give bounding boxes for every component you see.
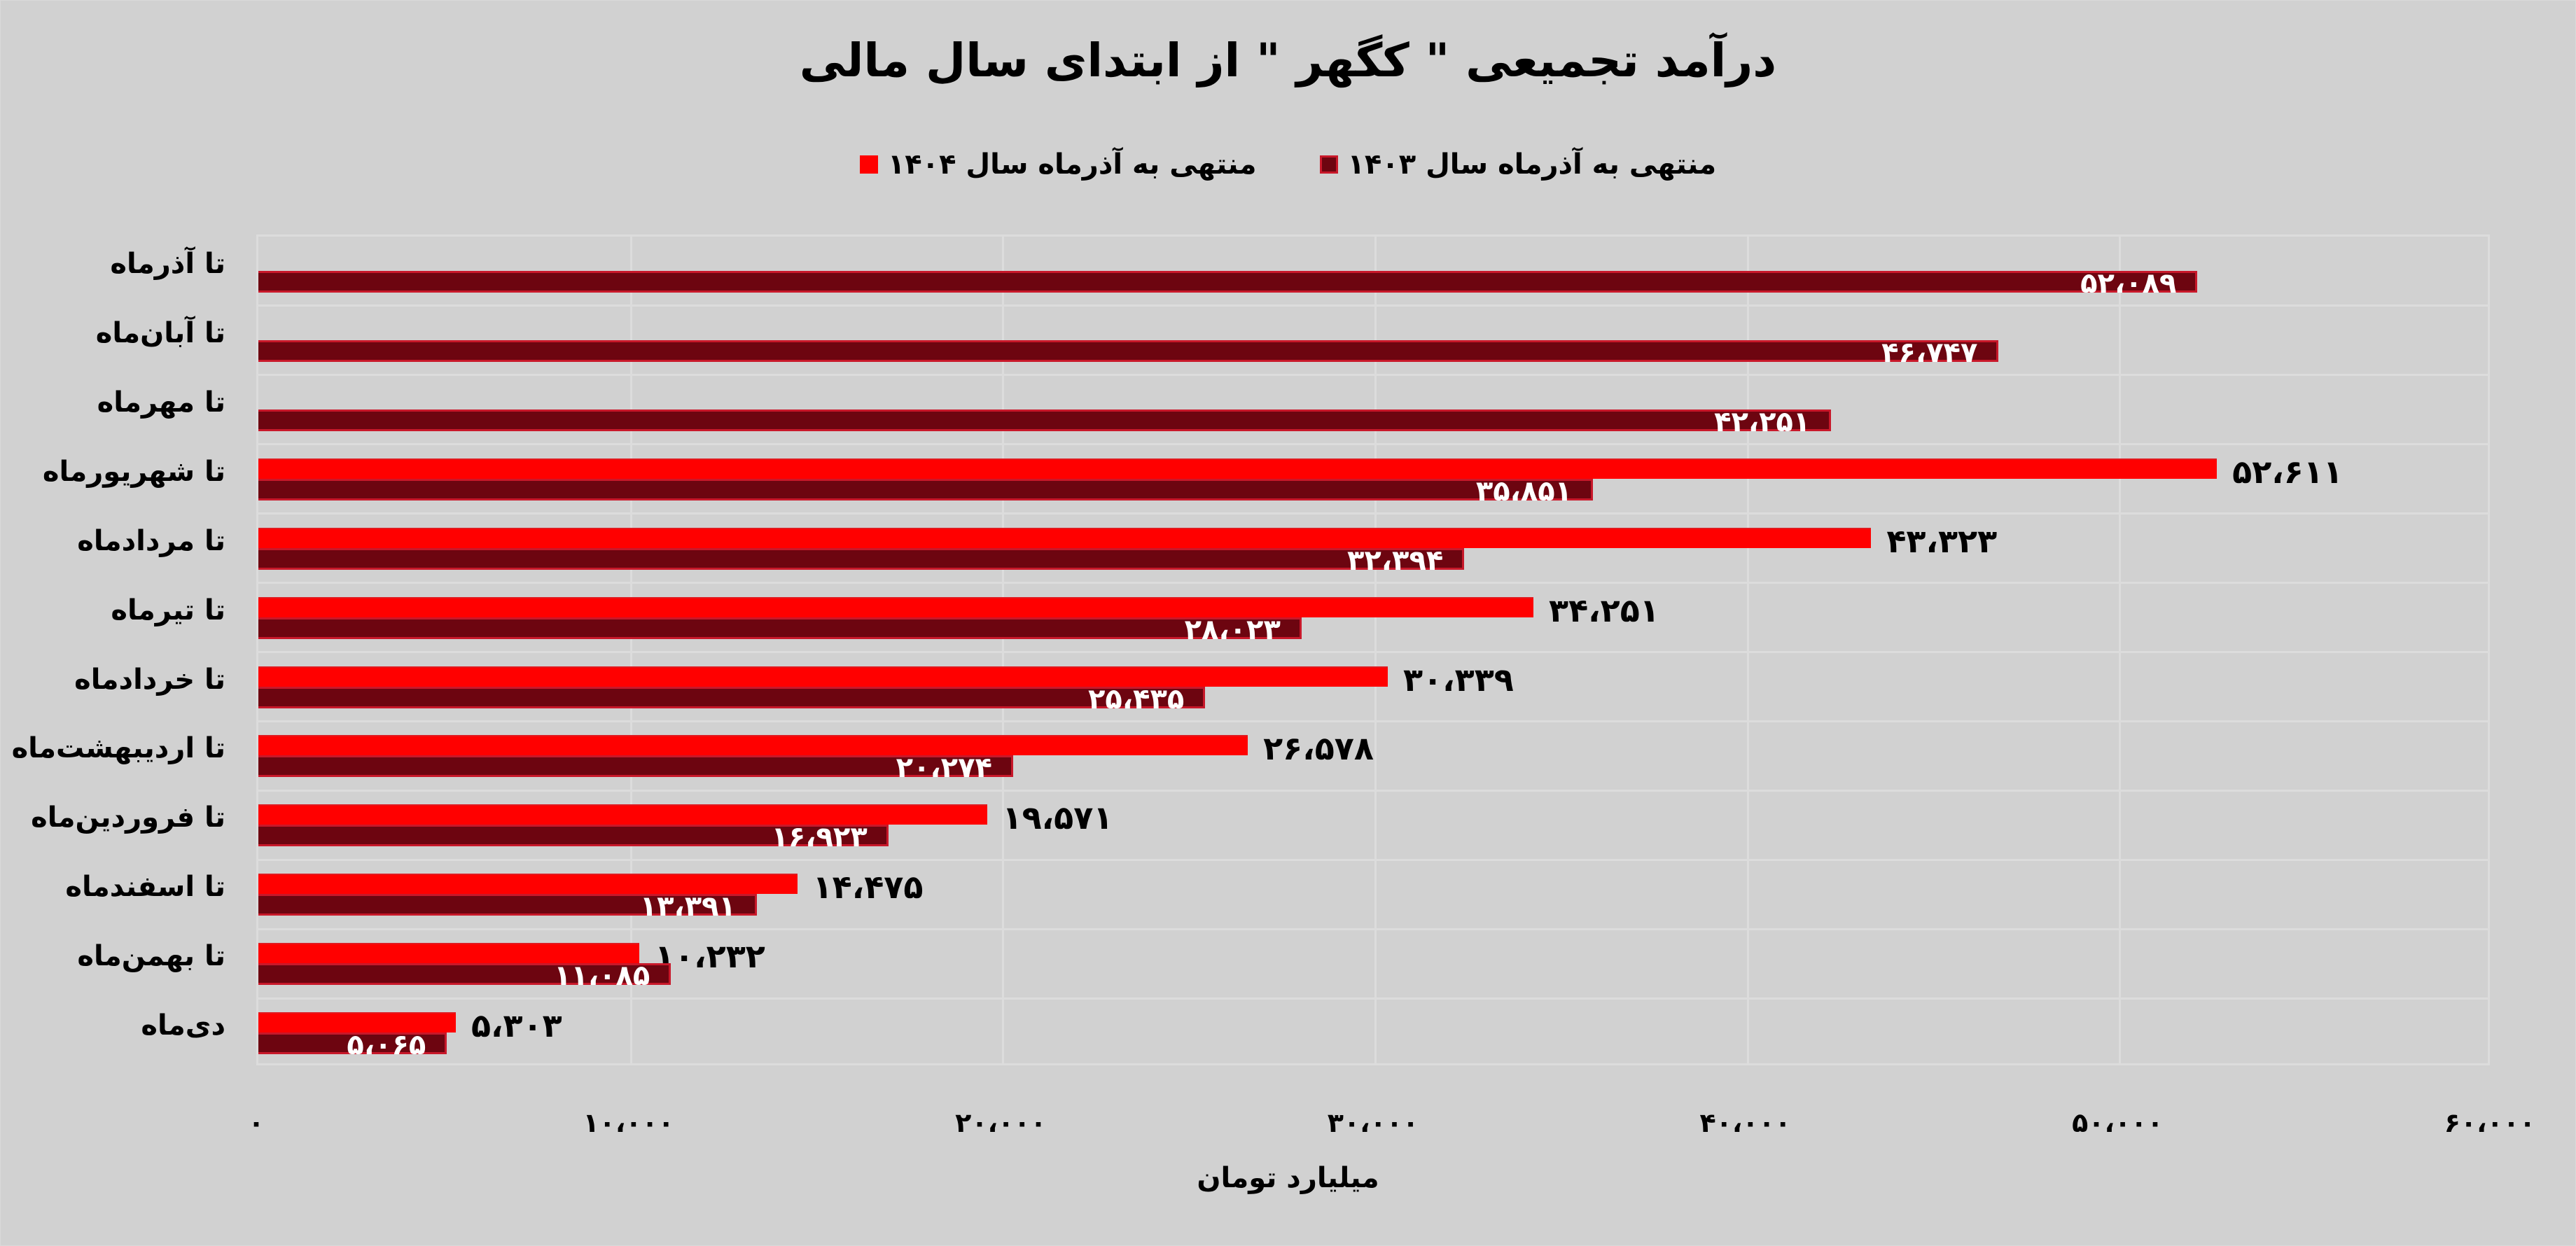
bar-1404[interactable] [258,943,639,964]
category-label: تا آبان‌ماه [95,316,225,349]
bar-1403[interactable] [258,755,1013,778]
bar-1403[interactable] [258,340,1999,362]
data-label-1404: ۵،۳۰۳ [471,1007,562,1045]
data-label-1403: ۲۸،۰۲۳ [1184,613,1281,646]
category-label: تا خردادماه [74,663,225,696]
bar-1403[interactable] [258,547,1465,570]
legend-item-1403: منتهی به آذرماه سال ۱۴۰۳ [1319,148,1717,181]
gridline [1374,237,1377,1063]
plot-area: ۵۲،۰۸۹ ۴۶،۷۴۷ ۴۲،۲۵۱ ۵۲،۶۱۱ ۳۵،۸۵۱ ۴۳،۳۲۳ ۳۲،۳… [256,234,2490,1065]
data-label-1404: ۵۲،۶۱۱ [2232,452,2343,491]
legend-label-1403: منتهی به آذرماه سال ۱۴۰۳ [1347,148,1717,181]
bar-1403[interactable] [258,686,1206,708]
bar-1404[interactable] [258,804,987,825]
data-label-1404: ۲۶،۵۷۸ [1263,729,1374,768]
data-label-1404: ۱۹،۵۷۱ [1002,799,1113,837]
bar-1403[interactable] [258,271,2198,293]
bar-1404[interactable] [258,874,798,895]
data-label-1403: ۱۱،۰۸۵ [554,960,650,993]
category-label: تا مردادماه [77,524,225,557]
bar-1404[interactable] [258,666,1388,687]
x-tick-label: ۴۰،۰۰۰ [1699,1107,1791,1138]
bar-1403[interactable] [258,409,1832,431]
x-tick-label: ۰ [248,1107,265,1138]
data-label-1403: ۳۵،۸۵۱ [1475,475,1573,507]
data-label-1403: ۱۶،۹۲۳ [771,821,868,854]
row-gridline [258,651,2488,653]
row-gridline [258,304,2488,307]
category-label: تا تیرماه [111,594,225,626]
data-label-1403: ۱۳،۳۹۱ [639,890,736,923]
legend-item-1404: منتهی به آذرماه سال ۱۴۰۴ [859,148,1257,181]
bar-1403[interactable] [258,963,671,986]
data-label-1403: ۳۲،۳۹۴ [1347,544,1444,577]
bar-1403[interactable] [258,617,1302,639]
x-axis-title: میلیارد تومان [1197,1162,1379,1194]
row-gridline [258,582,2488,584]
bar-1403[interactable] [258,894,757,916]
row-gridline [258,927,2488,930]
data-label-1403: ۲۵،۴۳۵ [1088,682,1185,715]
x-tick-label: ۲۰،۰۰۰ [955,1107,1047,1138]
row-gridline [258,374,2488,377]
legend-swatch-1404-icon [859,155,878,174]
chart-title: درآمد تجمیعی " کگهر " از ابتدای سال مالی [799,34,1777,88]
category-label: تا فروردین‌ماه [31,802,225,834]
bar-1404[interactable] [258,735,1248,756]
bar-1404[interactable] [258,596,1533,617]
row-gridline [258,789,2488,792]
bar-1404[interactable] [258,1012,456,1033]
legend-swatch-1403-icon [1319,155,1338,174]
row-gridline [258,720,2488,722]
category-label: تا شهریورماه [42,455,225,488]
bar-1403[interactable] [258,1032,447,1055]
legend: منتهی به آذرماه سال ۱۴۰۳ منتهی به آذرماه… [0,148,2576,181]
data-label-1403: ۵۲،۰۸۹ [2080,267,2177,300]
bar-1404[interactable] [258,527,1872,548]
bar-1403[interactable] [258,478,1594,500]
data-label-1403: ۴۶،۷۴۷ [1881,336,1978,369]
gridline [2119,237,2122,1063]
bar-1404[interactable] [258,458,2218,479]
category-label: تا بهمن‌ماه [77,940,225,973]
category-label: دی‌ماه [141,1009,225,1042]
data-label-1404: ۱۰،۲۳۲ [655,937,765,976]
x-tick-label: ۳۰،۰۰۰ [1327,1107,1419,1138]
row-gridline [258,512,2488,515]
category-label: تا آذرماه [110,248,225,280]
data-label-1404: ۴۳،۳۲۳ [1886,522,1998,560]
x-tick-label: ۶۰،۰۰۰ [2444,1107,2536,1138]
data-label-1403: ۴۲،۲۵۱ [1714,405,1811,438]
row-gridline [258,997,2488,1000]
legend-label-1404: منتهی به آذرماه سال ۱۴۰۴ [887,148,1257,181]
gridline [629,237,632,1063]
bar-1403[interactable] [258,825,889,847]
category-label: تا اردیبهشت‌ماه [11,732,225,765]
row-gridline [258,858,2488,861]
x-tick-label: ۵۰،۰۰۰ [2072,1107,2164,1138]
gridline [1002,237,1005,1063]
data-label-1403: ۵،۰۶۵ [347,1029,426,1062]
x-tick-label: ۱۰،۰۰۰ [583,1107,674,1138]
data-label-1404: ۳۴،۲۵۱ [1549,591,1659,629]
data-label-1403: ۲۰،۲۷۴ [896,752,992,785]
data-label-1404: ۱۴،۴۷۵ [812,868,924,906]
category-label: تا اسفندماه [65,871,225,904]
category-label: تا مهرماه [97,386,225,419]
gridline [1746,237,1749,1063]
data-label-1404: ۳۰،۳۳۹ [1403,660,1514,699]
row-gridline [258,443,2488,446]
